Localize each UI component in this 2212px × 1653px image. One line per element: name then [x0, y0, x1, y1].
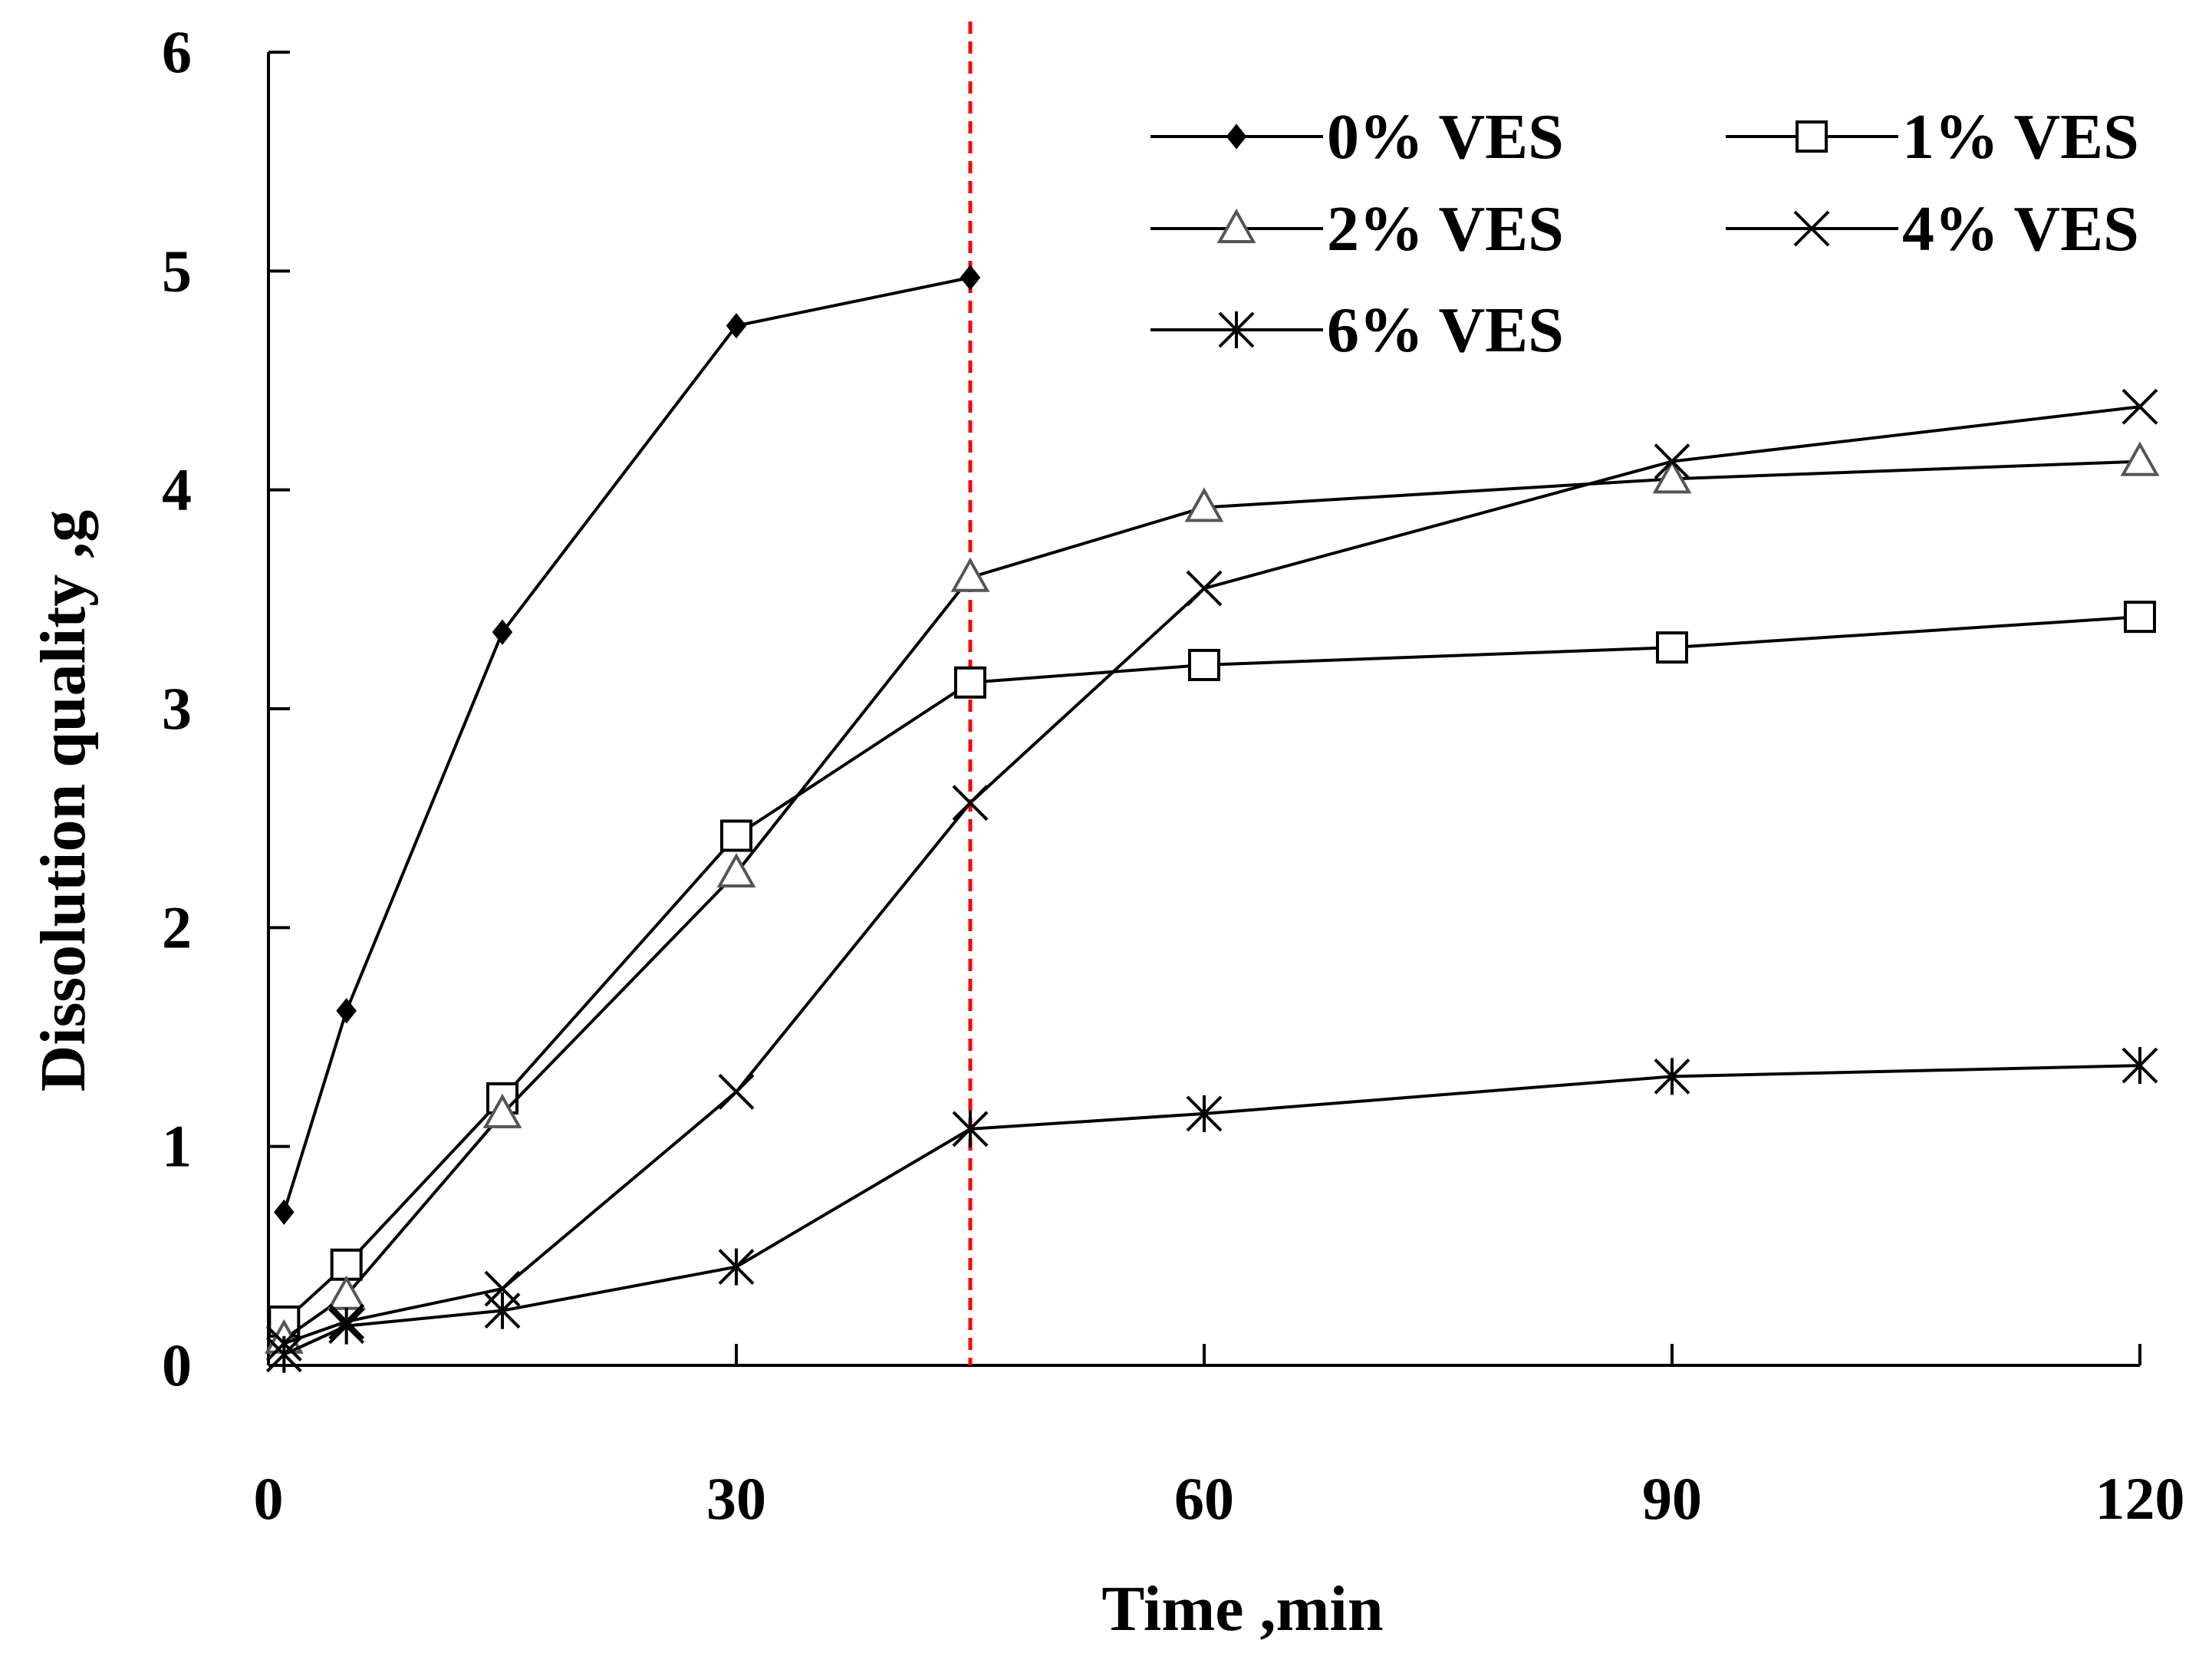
data-point-6-ves [328, 1307, 365, 1345]
y-tick-label: 0 [162, 1332, 192, 1398]
data-point-4-ves [952, 785, 989, 822]
data-point-1-ves [330, 1248, 363, 1281]
legend-label: 4% VES [1902, 193, 2139, 265]
data-point-6-ves [1186, 1095, 1223, 1132]
legend: 0% VES 1% VES 2% VES 4% VES 6% VES [1150, 101, 2139, 366]
x-axis-title: Time ,min [1101, 1573, 1383, 1645]
legend-marker [1218, 311, 1255, 348]
data-point-0-ves [960, 265, 981, 291]
x-tick-label: 0 [254, 1465, 284, 1532]
series-line-2-ves [283, 459, 2141, 1341]
data-point-6-ves [2121, 1047, 2158, 1085]
data-point-2-ves [1652, 459, 1692, 494]
series-line-0-ves [282, 275, 971, 1213]
legend-marker [1793, 210, 1830, 247]
y-tick-label: 6 [162, 18, 192, 85]
x-tick-label: 30 [706, 1465, 766, 1532]
y-tick-label: 1 [162, 1113, 192, 1180]
series-line-6-ves [283, 1064, 2141, 1356]
data-point-1-ves [1188, 648, 1220, 681]
series-line-4-ves [283, 405, 2141, 1345]
data-point-0-ves [274, 1199, 295, 1225]
legend-label: 6% VES [1327, 295, 1564, 366]
x-tick-label: 90 [1642, 1465, 1702, 1532]
x-tick-label: 60 [1174, 1465, 1234, 1532]
data-point-4-ves [2121, 388, 2158, 425]
y-tick-label: 4 [162, 456, 192, 523]
legend-label: 1% VES [1902, 101, 2139, 173]
data-point-4-ves [718, 1073, 755, 1110]
data-point-1-ves [720, 819, 752, 852]
legend-item-1-ves: 1% VES [1726, 101, 2139, 173]
data-point-6-ves [718, 1248, 755, 1286]
data-point-0-ves [726, 313, 747, 339]
legend-item-2-ves: 2% VES [1150, 193, 1564, 265]
series-line-1-ves [282, 615, 2141, 1323]
y-tick-label: 2 [162, 894, 192, 960]
data-point-4-ves [1186, 570, 1223, 607]
legend-item-6-ves: 6% VES [1150, 295, 1564, 366]
data-point-2-ves [2120, 441, 2160, 476]
data-point-1-ves [2124, 601, 2156, 634]
data-point-6-ves [484, 1292, 521, 1329]
legend-label: 2% VES [1327, 193, 1564, 265]
data-point-4-ves [1654, 443, 1690, 479]
data-point-2-ves [950, 557, 990, 592]
data-point-0-ves [336, 998, 357, 1024]
y-tick-label: 3 [162, 675, 192, 742]
data-point-1-ves [954, 666, 986, 699]
legend-item-0-ves: 0% VES [1150, 101, 1564, 173]
legend-marker [1796, 120, 1828, 153]
data-point-6-ves [1654, 1058, 1690, 1095]
legend-label: 0% VES [1327, 101, 1564, 173]
data-point-2-ves [482, 1093, 522, 1128]
data-point-0-ves [492, 619, 513, 645]
data-point-6-ves [265, 1335, 302, 1373]
data-point-6-ves [952, 1110, 989, 1148]
x-tick-label: 120 [2095, 1465, 2185, 1532]
y-tick-label: 5 [162, 237, 192, 304]
data-point-2-ves [716, 852, 756, 887]
data-point-1-ves [1656, 631, 1688, 664]
legend-marker [1216, 208, 1256, 243]
legend-item-4-ves: 4% VES [1726, 193, 2139, 265]
data-point-2-ves [1184, 487, 1224, 522]
y-axis-title: Dissolution quality ,g [28, 510, 99, 1092]
legend-marker [1226, 123, 1247, 150]
